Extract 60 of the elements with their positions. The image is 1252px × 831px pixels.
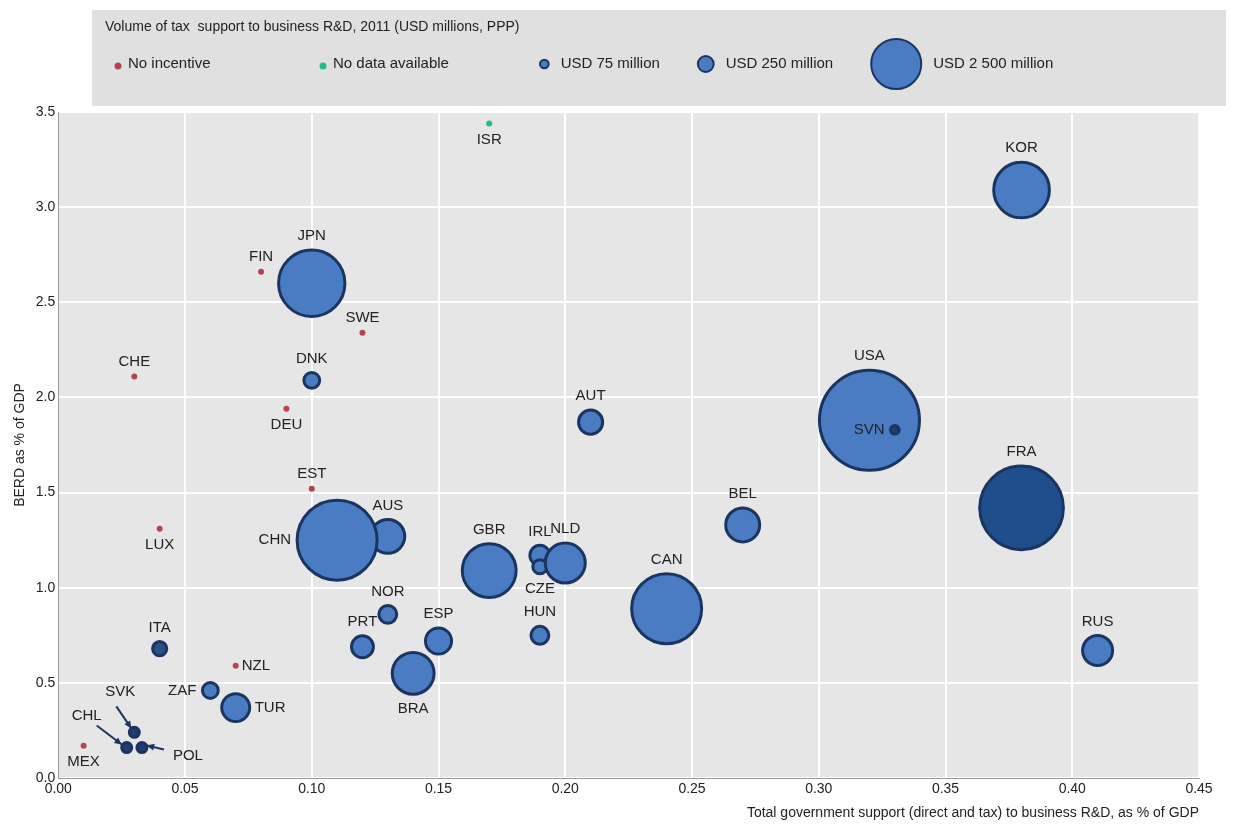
data-label: TUR [254, 697, 286, 715]
data-label: MEX [67, 751, 100, 769]
data-label: CHL [71, 705, 102, 723]
x-tick-label: 0.10 [298, 780, 326, 797]
data-label: SVK [105, 682, 136, 700]
data-label: ZAF [168, 680, 197, 698]
data-label: USA [854, 346, 885, 364]
data-label: BEL [728, 484, 757, 502]
legend-label: USD 250 million [725, 54, 834, 72]
data-label: CAN [650, 549, 683, 567]
data-label: CHN [258, 530, 292, 548]
data-label: CHE [118, 351, 151, 369]
data-label: JPN [297, 226, 326, 244]
legend-label: No incentive [128, 54, 211, 72]
data-label: LUX [145, 534, 175, 552]
data-label: PRT [347, 611, 378, 629]
data-label: RUS [1081, 611, 1114, 629]
x-tick-label: 0.40 [1058, 780, 1087, 797]
data-label: SWE [345, 307, 380, 325]
x-axis-title: Total government support (direct and tax) to business R&D, as % of GDP [746, 804, 1199, 821]
data-label: AUT [575, 386, 606, 404]
y-tick-label: 2.0 [35, 388, 56, 405]
data-label: DEU [270, 414, 303, 432]
legend-label: USD 75 million [560, 54, 660, 72]
data-label: FRA [1006, 442, 1037, 460]
data-label: HUN [523, 602, 557, 620]
x-tick-label: 0.45 [1185, 780, 1213, 797]
data-label: DNK [295, 348, 328, 366]
data-label: ITA [148, 617, 171, 635]
data-label: NOR [371, 581, 405, 599]
x-tick-label: 0.15 [424, 780, 453, 797]
y-axis-title: BERD as % of GDP [11, 383, 28, 507]
data-label: NLD [550, 519, 581, 537]
legend-label: USD 2 500 million [933, 54, 1054, 72]
data-label: NZL [241, 655, 271, 673]
data-label: POL [172, 745, 203, 763]
y-tick-label: 2.5 [35, 293, 56, 310]
data-label: FIN [248, 246, 274, 264]
x-tick-label: 0.25 [678, 780, 706, 797]
data-label: EST [297, 463, 327, 481]
x-tick-label: 0.30 [805, 780, 833, 797]
legend-title: Volume of tax support to business R&D, 2011 (USD millions, PPP) [105, 17, 520, 34]
data-label: KOR [1005, 138, 1038, 156]
data-label: IRL [528, 521, 552, 539]
data-label: ESP [423, 604, 454, 622]
data-label: AUS [372, 495, 404, 513]
y-tick-label: 1.0 [35, 578, 56, 595]
x-tick-label: 0.20 [551, 780, 580, 797]
data-label: BRA [397, 699, 429, 717]
y-tick-label: 3.0 [35, 198, 56, 214]
y-tick-label: 3.5 [35, 102, 56, 119]
legend-label: No data available [333, 54, 449, 72]
data-label: SVN [853, 419, 885, 437]
y-tick-label: 0.5 [35, 673, 56, 690]
x-tick-label: 0.05 [171, 780, 199, 797]
data-label: CZE [524, 578, 555, 596]
y-tick-label: 1.5 [35, 483, 56, 500]
data-label: GBR [472, 519, 506, 537]
x-tick-label: 0.35 [931, 780, 960, 797]
data-label: ISR [476, 129, 502, 147]
